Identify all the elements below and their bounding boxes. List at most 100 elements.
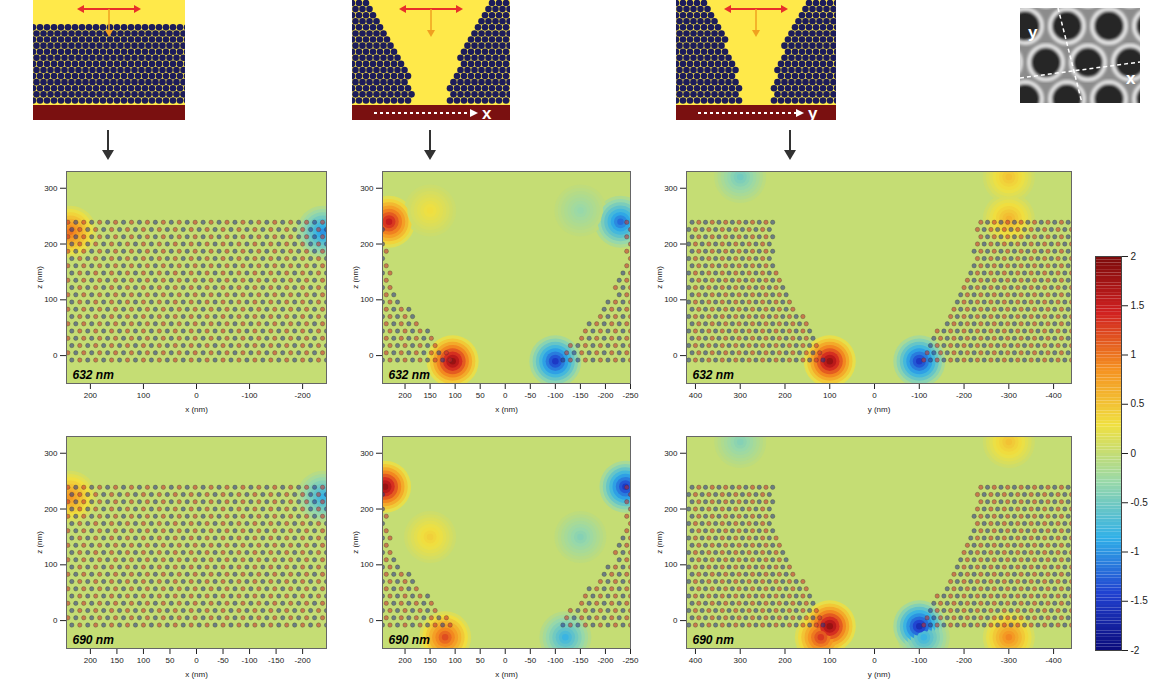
svg-text:-100: -100 xyxy=(547,391,564,400)
svg-text:-150: -150 xyxy=(572,656,589,665)
svg-text:300: 300 xyxy=(360,449,374,458)
svg-text:-100: -100 xyxy=(911,656,928,665)
svg-text:300: 300 xyxy=(360,184,374,193)
svg-text:-200: -200 xyxy=(956,391,973,400)
svg-text:300: 300 xyxy=(664,449,678,458)
svg-text:-250: -250 xyxy=(622,656,639,665)
svg-text:200: 200 xyxy=(398,656,412,665)
svg-text:-50: -50 xyxy=(525,391,537,400)
svg-text:150: 150 xyxy=(423,391,437,400)
svg-text:632 nm: 632 nm xyxy=(693,368,735,382)
svg-text:300: 300 xyxy=(44,184,58,193)
svg-text:50: 50 xyxy=(166,656,175,665)
svg-text:150: 150 xyxy=(423,656,437,665)
svg-text:z (nm): z (nm) xyxy=(655,266,664,289)
svg-text:0: 0 xyxy=(503,656,508,665)
svg-text:0: 0 xyxy=(53,351,58,360)
svg-text:y: y xyxy=(1028,23,1038,42)
svg-text:-50: -50 xyxy=(525,656,537,665)
svg-text:z (nm): z (nm) xyxy=(655,531,664,554)
svg-text:0: 0 xyxy=(53,616,58,625)
svg-text:200: 200 xyxy=(84,656,98,665)
svg-text:100: 100 xyxy=(823,391,837,400)
svg-text:x (nm): x (nm) xyxy=(185,405,208,414)
svg-text:300: 300 xyxy=(44,449,58,458)
svg-text:690 nm: 690 nm xyxy=(693,633,735,647)
svg-text:y (nm): y (nm) xyxy=(868,670,891,679)
svg-text:-100: -100 xyxy=(242,391,259,400)
svg-text:-1: -1 xyxy=(1131,546,1140,557)
svg-text:200: 200 xyxy=(664,240,678,249)
svg-text:400: 400 xyxy=(689,656,703,665)
svg-text:100: 100 xyxy=(44,295,58,304)
svg-text:x: x xyxy=(1126,69,1136,88)
svg-text:0: 0 xyxy=(872,391,877,400)
svg-text:690 nm: 690 nm xyxy=(389,633,431,647)
svg-text:632 nm: 632 nm xyxy=(73,368,115,382)
svg-text:100: 100 xyxy=(360,560,374,569)
svg-text:x: x xyxy=(482,104,492,123)
svg-text:-200: -200 xyxy=(295,391,312,400)
svg-text:200: 200 xyxy=(84,391,98,400)
svg-text:0: 0 xyxy=(369,351,374,360)
svg-text:-100: -100 xyxy=(547,656,564,665)
svg-text:100: 100 xyxy=(360,295,374,304)
svg-text:0.5: 0.5 xyxy=(1131,398,1145,409)
svg-text:100: 100 xyxy=(664,560,678,569)
svg-text:x (nm): x (nm) xyxy=(185,670,208,679)
svg-text:200: 200 xyxy=(44,240,58,249)
svg-text:1: 1 xyxy=(1131,349,1137,360)
svg-text:-400: -400 xyxy=(1046,391,1063,400)
svg-text:300: 300 xyxy=(734,391,748,400)
svg-text:-300: -300 xyxy=(1001,391,1018,400)
svg-text:200: 200 xyxy=(778,656,792,665)
svg-text:y (nm): y (nm) xyxy=(868,405,891,414)
svg-text:-250: -250 xyxy=(622,391,639,400)
svg-text:x (nm): x (nm) xyxy=(495,405,518,414)
svg-text:100: 100 xyxy=(137,656,151,665)
svg-text:0: 0 xyxy=(673,616,678,625)
svg-text:200: 200 xyxy=(360,240,374,249)
svg-text:100: 100 xyxy=(664,295,678,304)
svg-text:-150: -150 xyxy=(572,391,589,400)
svg-text:z (nm): z (nm) xyxy=(35,266,44,289)
svg-text:50: 50 xyxy=(476,656,485,665)
svg-text:z (nm): z (nm) xyxy=(351,266,360,289)
svg-text:1.5: 1.5 xyxy=(1131,300,1145,311)
svg-text:200: 200 xyxy=(44,505,58,514)
svg-text:-400: -400 xyxy=(1046,656,1063,665)
svg-text:-100: -100 xyxy=(911,391,928,400)
svg-text:200: 200 xyxy=(664,505,678,514)
svg-text:400: 400 xyxy=(689,391,703,400)
svg-text:300: 300 xyxy=(664,184,678,193)
svg-text:2: 2 xyxy=(1131,251,1137,262)
svg-text:50: 50 xyxy=(476,391,485,400)
svg-text:-50: -50 xyxy=(217,656,229,665)
svg-text:-200: -200 xyxy=(597,656,614,665)
svg-text:0: 0 xyxy=(369,616,374,625)
svg-text:-150: -150 xyxy=(268,656,285,665)
svg-text:100: 100 xyxy=(448,391,462,400)
svg-text:0: 0 xyxy=(194,656,199,665)
svg-text:200: 200 xyxy=(360,505,374,514)
svg-text:200: 200 xyxy=(398,391,412,400)
svg-text:-100: -100 xyxy=(242,656,259,665)
svg-text:z (nm): z (nm) xyxy=(35,531,44,554)
svg-text:300: 300 xyxy=(734,656,748,665)
svg-text:100: 100 xyxy=(137,391,151,400)
svg-text:y: y xyxy=(808,104,818,123)
svg-text:-0.5: -0.5 xyxy=(1131,497,1149,508)
svg-text:x (nm): x (nm) xyxy=(495,670,518,679)
svg-text:632 nm: 632 nm xyxy=(389,368,431,382)
svg-text:-1.5: -1.5 xyxy=(1131,595,1149,606)
svg-text:-200: -200 xyxy=(956,656,973,665)
svg-text:100: 100 xyxy=(44,560,58,569)
svg-text:0: 0 xyxy=(1131,448,1137,459)
svg-text:0: 0 xyxy=(194,391,199,400)
svg-text:690 nm: 690 nm xyxy=(73,633,115,647)
svg-text:150: 150 xyxy=(110,656,124,665)
svg-text:100: 100 xyxy=(823,656,837,665)
svg-text:-200: -200 xyxy=(597,391,614,400)
svg-text:200: 200 xyxy=(778,391,792,400)
svg-text:0: 0 xyxy=(872,656,877,665)
